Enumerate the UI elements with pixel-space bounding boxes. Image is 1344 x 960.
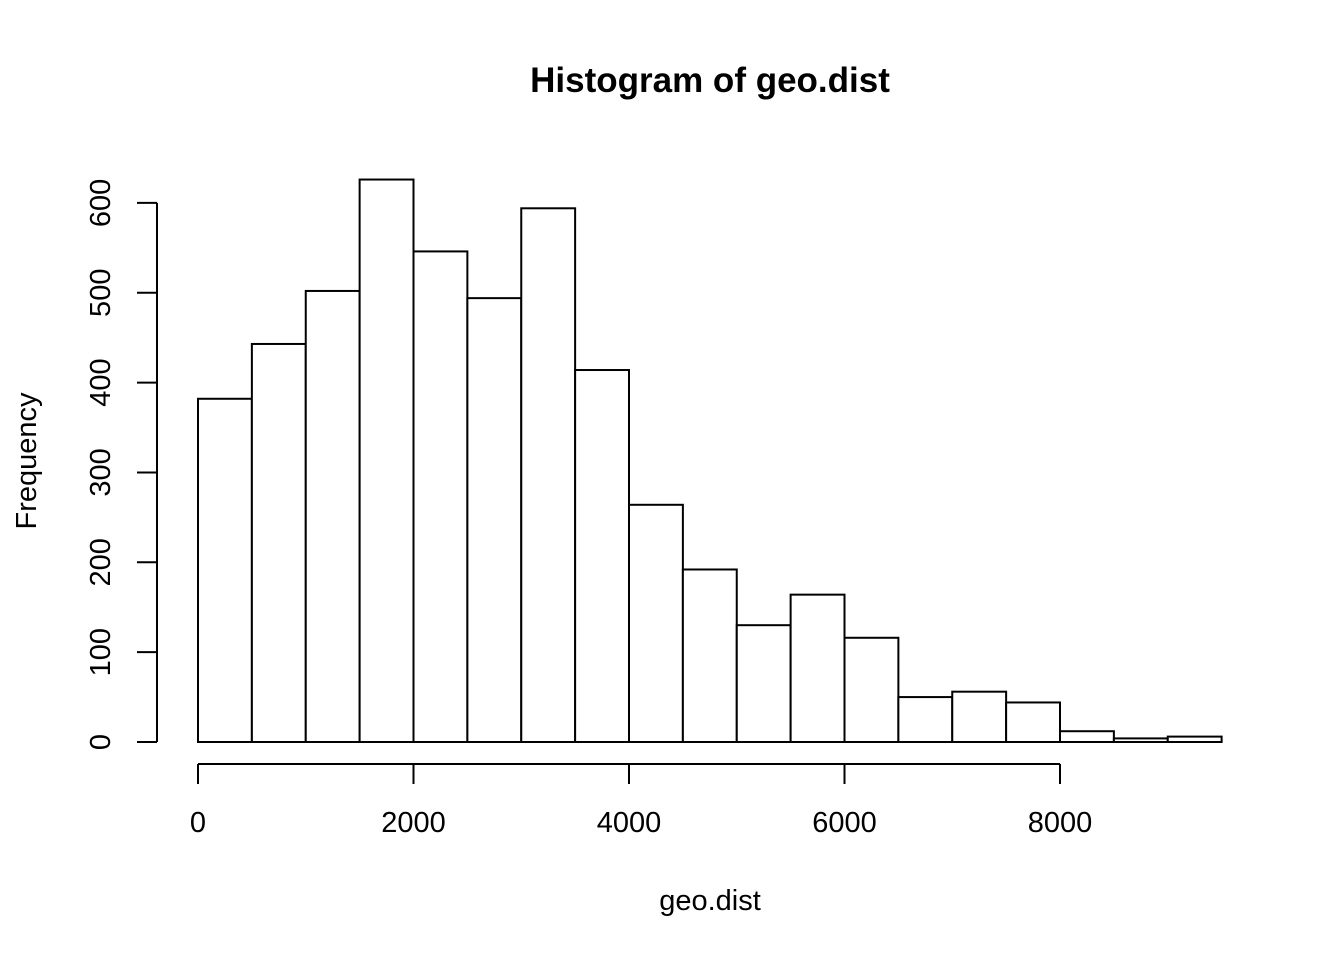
histogram-bar [951,690,1008,744]
y-tick-label: 300 [85,448,117,496]
chart-title: Histogram of geo.dist [530,61,890,100]
x-tick-label: 4000 [597,807,662,839]
x-tick-label: 2000 [381,807,446,839]
histogram-bar [197,397,253,743]
y-tick-label: 600 [85,179,117,227]
histogram-bar [628,503,684,743]
y-tick-label: 100 [85,628,117,676]
histogram-bar [1112,737,1169,744]
x-tick-label: 8000 [1028,807,1093,839]
histogram-bar [304,289,361,743]
histogram-bar [358,178,415,743]
y-axis: 0 100 200 300 400 500 600 [85,179,158,750]
histogram-bar [735,624,792,744]
histogram-bar [466,297,523,743]
y-tick-label: 0 [85,734,117,750]
histogram-bar [1059,730,1115,744]
histogram-bar [412,250,469,743]
x-tick-label: 6000 [812,807,877,839]
histogram-bar [520,207,577,743]
histogram-bar [1166,735,1223,744]
x-axis-label: geo.dist [659,885,761,917]
y-axis-label: Frequency [11,392,43,530]
x-axis: 0 2000 4000 6000 8000 [190,763,1093,839]
y-tick-label: 200 [85,538,117,586]
histogram-bar [789,593,846,743]
y-tick-label: 500 [85,269,117,317]
histogram-bar [574,369,630,743]
bars-group [197,178,1223,744]
histogram-bar [250,342,307,743]
y-tick-label: 400 [85,358,117,406]
histogram-bar [897,696,954,744]
histogram-bar [681,568,738,743]
histogram-bar [1005,701,1061,744]
histogram-bar [843,636,900,743]
x-tick-label: 0 [190,807,206,839]
